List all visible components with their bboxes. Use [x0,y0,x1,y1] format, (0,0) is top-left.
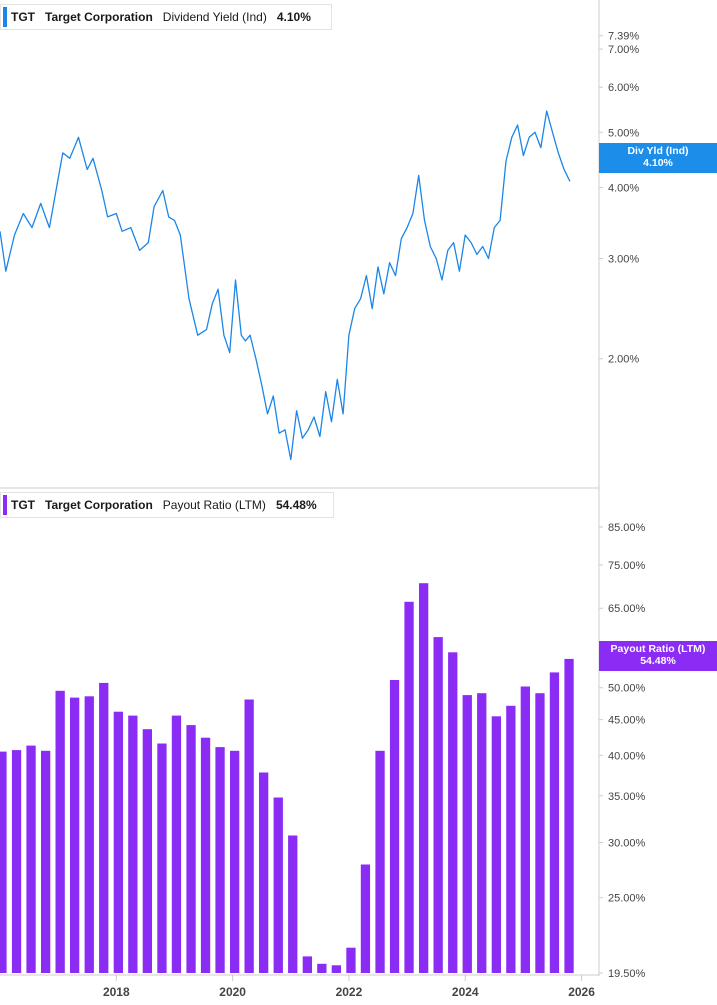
top-legend-ticker: TGT [11,10,35,24]
yield-axis-label: 7.00% [608,44,639,56]
payout-axis-label: 30.00% [608,837,646,849]
payout-ratio-bar [477,693,487,973]
top-legend-value: 4.10% [276,10,311,24]
payout-ratio-bar [142,729,152,973]
payout-ratio-bar [171,715,182,973]
dividend-yield-line [0,110,571,461]
payout-ratio-bar [462,695,472,973]
yield-axis-label: 5.00% [608,127,639,139]
payout-ratio-bar [230,750,240,973]
payout-ratio-bar [128,715,138,973]
bottom-legend-swatch [3,495,7,515]
bottom-legend-metric: Payout Ratio (LTM) [162,498,266,512]
payout-axis-label: 45.00% [608,715,646,727]
bottom-legend-company: Target Corporation [45,498,153,512]
payout-ratio-bar [84,696,94,973]
payout-ratio-bar [331,965,341,973]
payout-ratio-bar [11,750,22,973]
payout-ratio-bar [99,682,109,973]
x-axis-label: 2020 [219,985,246,999]
bottom-legend: TGT Target Corporation Payout Ratio (LTM… [0,492,334,518]
bottom-legend-ticker: TGT [11,498,35,512]
top-legend-company: Target Corporation [45,10,153,24]
payout-ratio-bar [186,725,196,973]
payout-ratio-bar [273,797,283,973]
x-axis-label: 2026 [568,985,595,999]
yield-value-tag: Div Yld (Ind) 4.10% [599,143,717,173]
payout-axis-label: 35.00% [608,791,646,803]
payout-ratio-plot [0,583,574,973]
payout-axis-label: 50.00% [608,683,646,695]
payout-ratio-bar [70,697,80,973]
payout-ratio-bar [491,716,501,973]
payout-ratio-bar [113,711,123,973]
payout-ratio-bar [389,680,400,973]
top-legend-metric: Dividend Yield (Ind) [162,10,267,24]
payout-ratio-bar [244,699,254,973]
payout-axis-label: 40.00% [608,750,646,762]
payout-tag-label: Payout Ratio (LTM) [610,643,706,655]
top-legend: TGT Target Corporation Dividend Yield (I… [0,4,332,30]
payout-ratio-bar [404,601,414,973]
payout-axis-label: 75.00% [608,560,646,572]
payout-ratio-bar [317,963,327,973]
payout-ratio-bar [215,747,225,973]
yield-axis-label: 2.00% [608,354,639,366]
yield-tag-value: 4.10% [643,157,673,169]
x-axis-label: 2024 [452,985,479,999]
dividend-yield-plot [0,110,571,461]
payout-ratio-bar [535,693,545,973]
payout-ratio-bar [520,686,530,973]
payout-axis-label: 85.00% [608,522,646,534]
yield-axis-label: 3.00% [608,254,639,266]
x-axis-label: 2018 [103,985,130,999]
payout-axis-label: 19.50% [608,968,646,980]
top-legend-swatch [3,7,7,27]
payout-ratio-bar [346,947,356,973]
payout-ratio-bar [41,750,51,973]
payout-ratio-bar [564,658,574,973]
yield-axis-label: 6.00% [608,82,639,94]
payout-ratio-bar [549,672,560,973]
payout-tag-value: 54.48% [640,655,676,667]
x-axis-label: 2022 [336,985,363,999]
payout-axis-label: 65.00% [608,603,646,615]
payout-ratio-bar [259,772,269,973]
payout-axis-label: 25.00% [608,893,646,905]
yield-axis-label: 4.00% [608,182,639,194]
payout-ratio-bar [448,652,458,973]
yield-tag-label: Div Yld (Ind) [627,145,689,157]
payout-ratio-bar [375,750,385,973]
payout-ratio-bar [288,835,298,973]
axes: 7.39%7.00% 6.00% 5.00% 4.00% 3.00% 2.00% 85.00… [0,0,646,999]
yield-axis-label: 7.39% [608,31,639,43]
payout-ratio-bar [360,864,371,973]
payout-value-tag: Payout Ratio (LTM) 54.48% [599,641,717,671]
payout-ratio-bar [506,705,516,973]
bottom-legend-value: 54.48% [275,498,317,512]
payout-ratio-bar [0,751,7,973]
payout-ratio-bar [419,583,429,973]
payout-ratio-bar [55,690,65,973]
payout-ratio-bar [302,956,312,973]
payout-ratio-bar [200,737,211,973]
payout-ratio-bar [157,743,167,973]
payout-ratio-bar [433,637,443,973]
payout-ratio-bar [26,745,36,973]
